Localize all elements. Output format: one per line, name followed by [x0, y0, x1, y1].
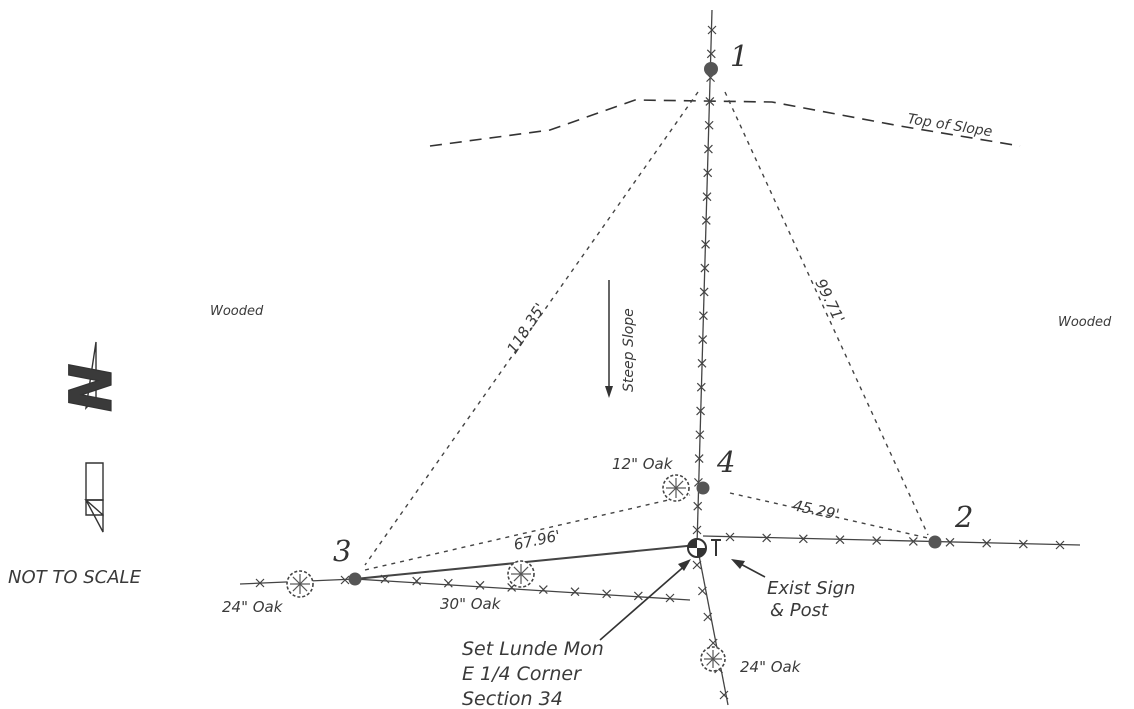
north-letter: N: [57, 363, 125, 412]
fence-line-north: [696, 9, 713, 546]
wooded-label-left: Wooded: [210, 304, 264, 319]
point-1-marker: [704, 62, 718, 76]
fence-x-mark: [570, 587, 580, 597]
fence-x-mark: [982, 538, 992, 548]
north-arrow-icon: [84, 341, 97, 411]
monument-label-line3: Section 34: [462, 688, 563, 709]
tie-4-2: [729, 492, 929, 539]
fence-x-mark: [692, 525, 702, 535]
point-3-label: 3: [333, 534, 351, 568]
fence-x-mark: [725, 532, 735, 542]
fence-x-mark: [665, 593, 675, 603]
monument-pointer-arrow: [599, 559, 691, 641]
tree-label-12-oak: 12" Oak: [612, 455, 674, 473]
tree-label-24-oak-west: 24" Oak: [222, 598, 284, 616]
distance-3-monument: 67.96': [512, 527, 562, 554]
point-3-marker: [348, 572, 362, 586]
fence-x-mark: [1055, 540, 1065, 550]
tie-1-3: [364, 91, 699, 566]
north-arrow: N: [56, 341, 126, 533]
fence-x-mark: [694, 454, 704, 463]
fence-x-mark: [719, 690, 729, 700]
fence-x-mark: [703, 612, 713, 622]
fence-x-mark: [538, 585, 548, 594]
fence-x-mark: [945, 537, 955, 547]
fence-x-mark: [835, 535, 845, 545]
fence-x-mark: [1018, 539, 1028, 549]
fence-x-mark: [340, 575, 350, 585]
fence-x-mark: [699, 287, 709, 297]
tree-icon: [700, 646, 726, 672]
fence-line-south: [696, 544, 729, 706]
point-4-marker: [696, 481, 710, 495]
fence-x-mark: [798, 534, 808, 544]
fence-x-mark: [704, 144, 713, 154]
fence-x-mark: [708, 638, 718, 648]
fence-lines: [239, 9, 1081, 706]
fence-x-mark: [908, 537, 918, 546]
monument-symbol: [687, 538, 707, 558]
fence-x-mark: [705, 97, 715, 106]
fence-x-mark: [702, 192, 712, 202]
tree-label-30-oak: 30" Oak: [440, 595, 502, 613]
trees: [286, 474, 726, 672]
tie-3-4: [364, 494, 691, 571]
fence-x-mark: [699, 311, 708, 321]
fence-x-mark: [696, 406, 705, 416]
fence-x-mark: [412, 576, 422, 586]
tie-1-2: [724, 91, 929, 536]
fence-x-marks: [255, 25, 1065, 700]
top-of-slope-label: Top of Slope: [906, 111, 993, 140]
distance-1-2: 99.71': [811, 276, 848, 326]
fence-x-mark: [380, 574, 390, 584]
fence-x-mark: [701, 239, 710, 249]
monument-label-line2: E 1/4 Corner: [462, 663, 582, 685]
fence-x-mark: [443, 578, 453, 588]
fence-x-mark: [695, 430, 705, 440]
fence-x-mark: [872, 536, 882, 545]
wooded-label-right: Wooded: [1058, 315, 1112, 330]
distance-1-3: 118.35': [503, 300, 549, 357]
fence-x-mark: [475, 580, 485, 590]
fence-x-mark: [698, 335, 708, 344]
fence-line-southwest: [354, 578, 691, 601]
fence-x-mark: [703, 168, 713, 178]
sign-pointer-arrow: [731, 559, 766, 578]
fence-x-mark: [697, 586, 707, 596]
distance-4-2: 45.29': [791, 496, 841, 523]
fence-x-mark: [700, 263, 710, 273]
exist-sign-label-line1: Exist Sign: [767, 578, 855, 599]
not-to-scale-label: NOT TO SCALE: [8, 567, 142, 588]
fence-x-mark: [762, 533, 772, 543]
point-4-label: 4: [716, 445, 735, 479]
point-2-label: 2: [954, 500, 973, 534]
top-of-slope-line: [429, 99, 1021, 147]
fence-x-mark: [693, 501, 703, 511]
fence-x-mark: [697, 358, 707, 368]
sign-post-symbol: [711, 539, 721, 556]
tree-label-24-oak-south: 24" Oak: [740, 658, 802, 676]
fence-x-mark: [633, 591, 643, 601]
monument-label-line1: Set Lunde Mon: [462, 638, 604, 660]
point-2-marker: [928, 535, 942, 549]
exist-sign-label-line2: & Post: [770, 600, 829, 621]
steep-slope-label: Steep Slope: [621, 308, 637, 392]
point-1-label: 1: [730, 39, 748, 73]
fence-x-mark: [707, 25, 717, 35]
fence-x-mark: [255, 578, 265, 588]
fence-x-mark: [701, 216, 711, 225]
fence-x-mark: [692, 560, 702, 570]
fence-x-mark: [706, 49, 716, 59]
tree-icon: [507, 560, 535, 588]
tree-icon: [286, 570, 314, 598]
steep-slope-arrow: [605, 280, 613, 398]
fence-x-mark: [602, 589, 612, 599]
fence-x-mark: [704, 120, 714, 130]
fence-x-mark: [696, 382, 706, 392]
tree-icon: [662, 474, 690, 502]
